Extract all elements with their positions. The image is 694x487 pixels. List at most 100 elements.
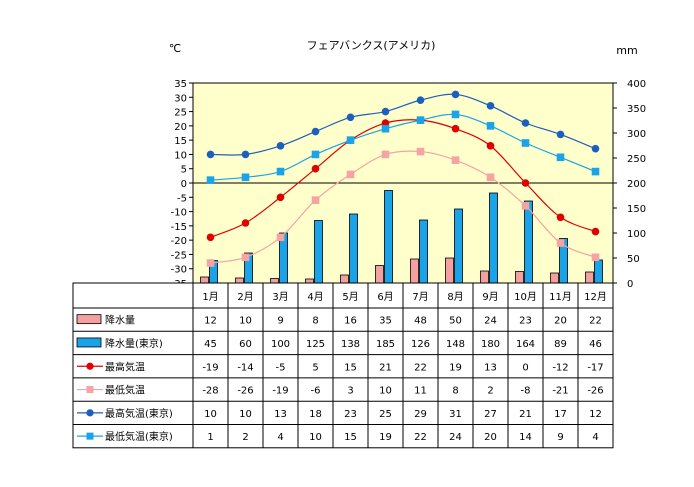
bar-precip — [585, 271, 594, 284]
point-low-temp-tokyo — [276, 167, 285, 176]
bar-precip-tokyo — [454, 208, 463, 284]
bar-precip — [270, 278, 279, 284]
bar-precip — [235, 277, 244, 284]
left-tick-label: -15 — [171, 222, 187, 233]
right-tick-label: 350 — [627, 104, 646, 115]
legend-key-marker — [86, 409, 94, 417]
right-axis-unit: mm — [616, 44, 637, 57]
point-high-temp — [591, 227, 600, 236]
point-high-temp — [311, 164, 320, 173]
table-cell: 13 — [484, 362, 497, 373]
point-low-temp-tokyo — [416, 116, 425, 124]
table-cell: 20 — [554, 316, 567, 327]
table-header-month: 1月 — [202, 291, 218, 303]
point-low-temp — [241, 253, 250, 262]
point-low-temp-tokyo — [521, 139, 530, 147]
point-high-temp-tokyo — [486, 102, 495, 110]
point-high-temp-tokyo — [451, 90, 460, 99]
table-cell: 2 — [487, 386, 493, 397]
table-cell: 46 — [589, 339, 602, 350]
table-header-month: 4月 — [307, 291, 323, 303]
bar-precip — [550, 272, 559, 284]
table-header-month: 3月 — [272, 291, 288, 303]
table-cell: 10 — [239, 409, 252, 420]
table-cell: 180 — [481, 339, 500, 350]
point-high-temp — [451, 124, 460, 133]
table-cell: 24 — [484, 316, 497, 327]
table-header-month: 2月 — [237, 291, 253, 303]
table-cell: 12 — [589, 409, 602, 420]
table-header-month: 12月 — [584, 291, 607, 303]
bar-precip — [375, 265, 384, 284]
point-low-temp — [381, 150, 390, 159]
bar-precip — [200, 276, 209, 284]
point-low-temp — [556, 239, 565, 247]
point-low-temp-tokyo — [591, 167, 600, 176]
point-low-temp-tokyo — [346, 136, 355, 144]
legend-label: 降水量(東京) — [105, 337, 163, 350]
bar-precip-tokyo — [349, 213, 358, 284]
legend-key-marker — [86, 386, 94, 394]
right-tick-label: 0 — [627, 279, 633, 290]
point-low-temp — [276, 233, 285, 242]
table-cell: -5 — [276, 362, 286, 373]
point-high-temp-tokyo — [591, 144, 600, 153]
table-cell: 21 — [379, 362, 392, 373]
table-cell: -19 — [202, 362, 218, 373]
table-cell: 10 — [239, 316, 252, 327]
right-tick-label: 400 — [627, 79, 646, 90]
table-cell: -8 — [521, 386, 531, 397]
left-tick-label: 0 — [181, 179, 187, 190]
table-cell: 20 — [484, 432, 497, 443]
table-cell: 50 — [449, 316, 462, 327]
bar-precip-tokyo — [524, 200, 533, 284]
table-cell: -17 — [587, 362, 603, 373]
point-low-temp-tokyo — [381, 124, 390, 133]
table-header-month: 11月 — [549, 291, 572, 303]
bar-precip-tokyo — [384, 190, 393, 284]
table-cell: 185 — [376, 339, 395, 350]
table-cell: 17 — [554, 409, 567, 420]
point-low-temp — [591, 253, 600, 262]
legend-label: 最高気温 — [105, 360, 145, 373]
table-cell: 27 — [484, 409, 497, 420]
table-cell: -6 — [311, 386, 321, 397]
legend-label: 最低気温(東京) — [105, 430, 173, 443]
point-high-temp — [381, 119, 390, 127]
point-high-temp-tokyo — [521, 119, 530, 127]
point-high-temp-tokyo — [346, 113, 355, 122]
table-cell: 164 — [516, 339, 535, 350]
table-cell: 100 — [271, 339, 290, 350]
table-cell: 10 — [379, 386, 392, 397]
table-cell: 45 — [204, 339, 217, 350]
point-low-temp-tokyo — [556, 153, 565, 162]
bar-precip — [445, 257, 454, 284]
table-cell: 21 — [519, 409, 532, 420]
bar-precip — [305, 278, 314, 284]
point-low-temp-tokyo — [451, 110, 460, 119]
legend-label: 最低気温 — [105, 384, 145, 397]
table-cell: 11 — [414, 386, 427, 397]
table-cell: 125 — [306, 339, 325, 350]
point-low-temp — [346, 170, 355, 179]
right-tick-label: 50 — [627, 254, 640, 265]
table-cell: 4 — [277, 432, 283, 443]
left-tick-label: -30 — [171, 265, 187, 276]
point-high-temp — [556, 213, 565, 222]
table-cell: 15 — [344, 432, 357, 443]
point-low-temp-tokyo — [486, 122, 495, 130]
point-low-temp-tokyo — [241, 173, 250, 182]
table-cell: -14 — [237, 362, 253, 373]
table-cell: 19 — [379, 432, 392, 443]
point-low-temp — [311, 196, 320, 204]
bar-precip-tokyo — [594, 259, 603, 284]
left-tick-label: 10 — [174, 150, 187, 161]
right-tick-label: 200 — [627, 179, 646, 190]
point-high-temp-tokyo — [276, 142, 285, 150]
table-header-month: 8月 — [447, 291, 463, 303]
point-low-temp — [521, 202, 530, 210]
bar-precip-tokyo — [314, 220, 323, 284]
table-cell: 5 — [312, 362, 318, 373]
table-cell: 24 — [449, 432, 462, 443]
bar-precip-tokyo — [419, 219, 428, 284]
